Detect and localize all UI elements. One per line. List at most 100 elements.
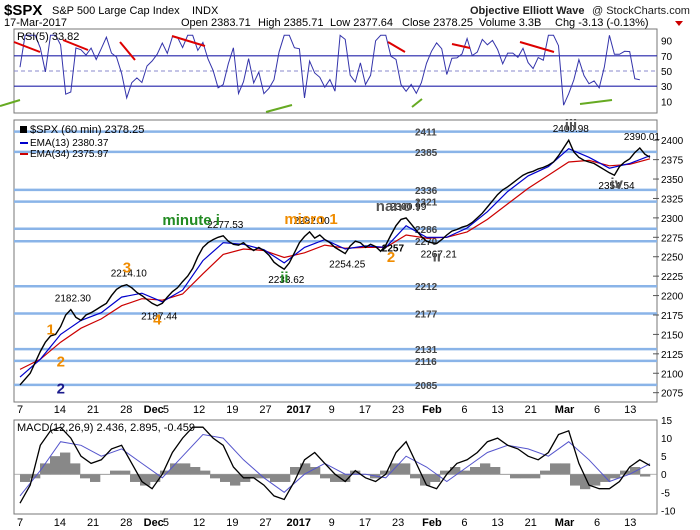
level-label: 2336: [415, 186, 438, 197]
histogram-bar: [520, 474, 531, 479]
x-tick-label: 13: [491, 404, 503, 416]
wave-label: iv: [610, 175, 623, 192]
rsi-tick-label: 10: [661, 97, 673, 108]
histogram-bar: [600, 474, 611, 482]
histogram-bar: [450, 467, 461, 475]
x-tick-label: 27: [259, 517, 271, 529]
x-tick-label: 13: [491, 517, 503, 529]
y-tick-label: 2200: [661, 292, 684, 303]
x-tick-label: Dec: [144, 517, 164, 529]
rsi-tick-label: 90: [661, 37, 673, 48]
histogram-bar: [80, 474, 91, 479]
y-tick-label: 2350: [661, 175, 684, 186]
price-frame: [13, 119, 658, 403]
histogram-bar: [590, 474, 601, 486]
x-tick-label: 28: [120, 404, 132, 416]
histogram-bar: [390, 463, 401, 475]
rsi-trendline: [119, 41, 136, 61]
close-value: Close 2378.25: [402, 17, 473, 29]
level-label: 2286: [415, 225, 438, 236]
histogram-bar: [20, 474, 31, 482]
histogram-bar: [250, 474, 261, 479]
price-point-label: 2277.53: [207, 220, 244, 231]
histogram-bar: [50, 456, 61, 475]
y-tick-label: 2125: [661, 350, 684, 361]
level-label: 2270: [415, 237, 438, 248]
rsi-tick-label: 30: [661, 82, 673, 93]
x-axis-bottom: 7 14 21 28 Dec 5 12 19 27 2017 9 17 23 Feb 6 13 21 Mar 6 13: [17, 517, 636, 529]
rsi-trendline: [451, 43, 471, 49]
price-point-label: 2400.98: [553, 124, 590, 135]
low-value: Low 2377.64: [330, 17, 393, 29]
histogram-bar: [490, 467, 501, 475]
price-legend-label: $SPX (60 min) 2378.25: [30, 124, 144, 136]
histogram-bar: [60, 452, 71, 475]
x-tick-label: 13: [624, 404, 636, 416]
x-tick-label: Feb: [422, 517, 442, 529]
price-point-label: 2282.10: [294, 216, 331, 227]
price-point-label: 2267.21: [421, 250, 458, 261]
histogram-bar: [150, 474, 161, 482]
rsi-trendline: [519, 41, 555, 53]
histogram-bar: [320, 474, 331, 479]
histogram-bar: [340, 474, 351, 482]
x-tick-label: 23: [392, 404, 404, 416]
price-point-labels: 2182.30 2214.10 2187.44 2277.53 2233.62 2282.…: [55, 124, 661, 322]
wave-label: 2: [57, 380, 65, 397]
x-tick-label: 21: [525, 517, 537, 529]
x-tick-label: 23: [392, 517, 404, 529]
macd-line: [19, 426, 651, 504]
histogram-bar: [550, 463, 561, 475]
x-tick-label: 9: [329, 517, 335, 529]
histogram-bar: [160, 470, 171, 475]
price-point-label: 2233.62: [268, 275, 305, 286]
x-tick-label: Feb: [422, 404, 442, 416]
x-tick-label: 28: [120, 517, 132, 529]
high-value: High 2385.71: [258, 17, 323, 29]
price-point-label: 2214.10: [111, 269, 148, 280]
wave-label: 1: [46, 321, 54, 338]
wave-label: ii: [433, 248, 441, 265]
rsi-trendline: [171, 35, 206, 47]
ema13-legend-label: EMA(13) 2380.37: [30, 138, 109, 149]
x-tick-label: 14: [54, 404, 66, 416]
wave-label: 2: [387, 249, 395, 266]
symbol: $SPX: [4, 2, 42, 19]
ema34-legend-label: EMA(34) 2375.97: [30, 149, 109, 160]
rsi-title: RSI(5) 33.82: [17, 31, 79, 43]
x-tick-label: 12: [193, 517, 205, 529]
change-value: Chg -3.13 (-0.13%): [555, 17, 649, 29]
histogram-bar: [310, 467, 321, 475]
histogram-bar: [280, 474, 291, 482]
y-tick-label: 2400: [661, 136, 684, 147]
x-tick-label: 12: [193, 404, 205, 416]
wave-label: ii: [280, 269, 288, 286]
histogram-bar: [480, 463, 491, 475]
histogram-bar: [430, 474, 441, 482]
wave-label: 3: [123, 259, 131, 276]
rsi-tick-label: 50: [661, 67, 673, 78]
y-tick-label: 2325: [661, 194, 684, 205]
wave-label: minute i: [162, 212, 220, 229]
macd-panel: 15 10 5 0 -5 -10 MACD(12,26,9) 2.436, 2.895, …: [13, 416, 676, 517]
histogram-bar: [350, 470, 361, 475]
x-tick-label: 19: [226, 517, 238, 529]
rsi-trendline: [62, 39, 89, 51]
histogram-bar: [200, 470, 211, 475]
histogram-bar: [40, 463, 51, 475]
wave-label: 4: [153, 311, 162, 328]
x-tick-label: 17: [359, 404, 371, 416]
level-label: 2116: [415, 357, 437, 368]
histogram-bar: [580, 474, 591, 490]
histogram-bar: [210, 474, 221, 479]
rsi-trendline: [0, 99, 21, 107]
x-tick-label: 14: [54, 517, 66, 529]
x-tick-label: 2017: [287, 404, 311, 416]
x-tick-label: 5: [163, 404, 169, 416]
x-tick-label: 17: [359, 517, 371, 529]
level-label: 2321: [415, 198, 438, 209]
rsi-trendline: [579, 99, 613, 105]
down-arrow-icon: [675, 21, 683, 26]
y-tick-label: 2375: [661, 156, 684, 167]
